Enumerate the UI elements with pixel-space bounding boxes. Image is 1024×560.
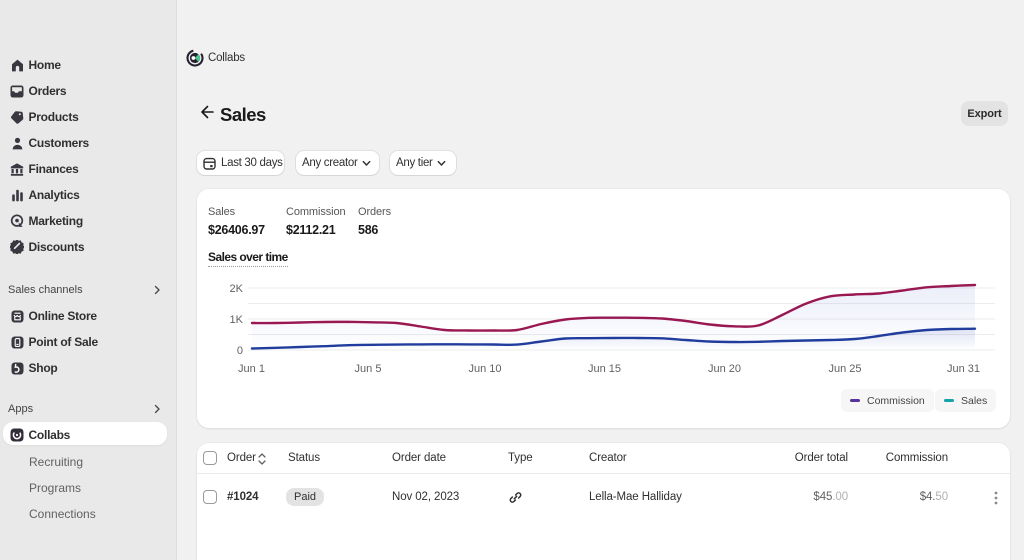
- svg-text:Jun 25: Jun 25: [828, 363, 861, 375]
- svg-text:Jun 5: Jun 5: [355, 363, 382, 375]
- svg-text:1K: 1K: [230, 314, 244, 326]
- svg-text:Jun 10: Jun 10: [468, 363, 501, 375]
- svg-text:Jun 15: Jun 15: [588, 363, 621, 375]
- svg-text:2K: 2K: [230, 283, 244, 295]
- svg-text:Jun 1: Jun 1: [238, 363, 265, 375]
- svg-text:0: 0: [237, 345, 243, 357]
- svg-text:Jun 20: Jun 20: [708, 363, 741, 375]
- svg-text:Jun 31: Jun 31: [947, 363, 980, 375]
